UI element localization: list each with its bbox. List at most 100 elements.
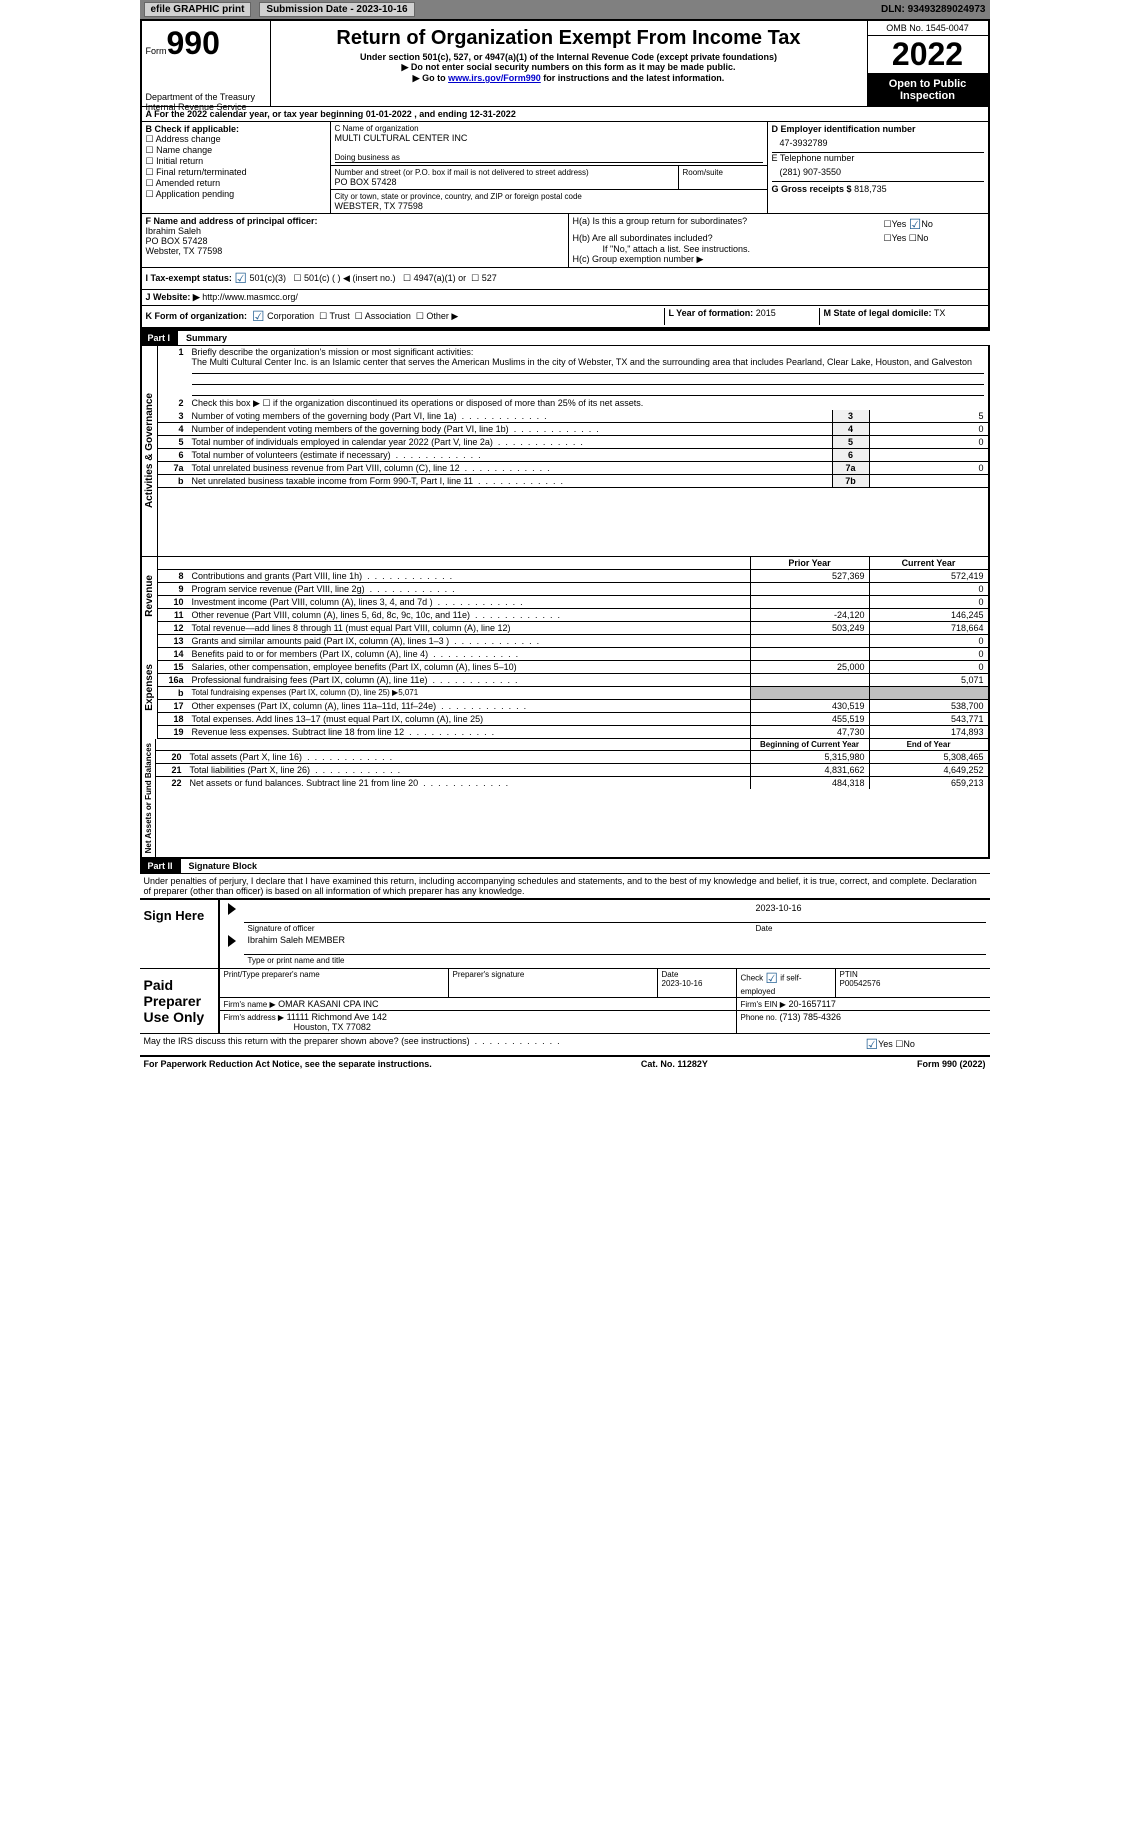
discuss-no[interactable]: No: [903, 1039, 915, 1049]
side-activities-gov: Activities & Governance: [142, 346, 158, 556]
addr-value: PO BOX 57428: [335, 177, 674, 187]
city-label: City or town, state or province, country…: [335, 192, 763, 201]
line-k-l-m: K Form of organization: ☑ Corporation ☐ …: [142, 306, 988, 327]
typed-label: Type or print name and title: [244, 955, 986, 967]
part2-title: Signature Block: [181, 861, 258, 871]
ha-yes[interactable]: Yes: [892, 219, 907, 229]
footer-center: Cat. No. 11282Y: [641, 1059, 708, 1069]
sig-date: 2023-10-16: [752, 902, 986, 923]
footer-right: Form 990 (2022): [917, 1059, 986, 1069]
q1-text: The Multi Cultural Center Inc. is an Isl…: [192, 357, 973, 367]
triangle-icon: [228, 903, 236, 915]
open-to-public: Open to Public Inspection: [868, 74, 988, 106]
efile-button[interactable]: efile GRAPHIC print: [144, 2, 252, 17]
line7b-val: [869, 475, 988, 488]
line21-text: Total liabilities (Part X, line 26): [190, 765, 311, 775]
form-word: Form: [146, 46, 167, 56]
line12-text: Total revenue—add lines 8 through 11 (mu…: [192, 623, 511, 633]
firm-ein: 20-1657117: [788, 999, 835, 1009]
firm-name-label: Firm's name ▶: [224, 1000, 276, 1009]
footer: For Paperwork Reduction Act Notice, see …: [140, 1055, 990, 1071]
firm-phone-label: Phone no.: [741, 1013, 777, 1022]
line18-text: Total expenses. Add lines 13–17 (must eq…: [192, 714, 484, 724]
goto-pre: ▶ Go to: [413, 73, 448, 83]
chk-amended[interactable]: ☐ Amended return: [146, 178, 326, 189]
firm-city: Houston, TX 77082: [224, 1022, 371, 1032]
h-b-label: H(b) Are all subordinates included?: [573, 233, 884, 244]
gross-label: G Gross receipts $: [772, 184, 852, 194]
ptin-value: P00542576: [840, 979, 881, 988]
h-c-label: H(c) Group exemption number ▶: [573, 254, 984, 265]
penalty-text: Under penalties of perjury, I declare th…: [140, 874, 990, 898]
chk-501c3[interactable]: ☑: [234, 270, 247, 286]
part2-label: Part II: [140, 859, 181, 873]
side-expenses: Expenses: [142, 635, 158, 739]
gross-value: 818,735: [854, 184, 887, 194]
dln-label: DLN: 93493289024973: [881, 4, 986, 15]
ha-no[interactable]: No: [921, 219, 933, 229]
footer-left: For Paperwork Reduction Act Notice, see …: [144, 1059, 432, 1069]
line9-text: Program service revenue (Part VIII, line…: [192, 584, 365, 594]
section-d-e-g: D Employer identification number 47-3932…: [767, 122, 988, 213]
firm-name: OMAR KASANI CPA INC: [278, 999, 378, 1009]
part1-header: Part I Summary: [140, 329, 990, 346]
org-name: MULTI CULTURAL CENTER INC: [335, 133, 763, 143]
line22-text: Net assets or fund balances. Subtract li…: [190, 778, 419, 788]
line13-text: Grants and similar amounts paid (Part IX…: [192, 636, 450, 646]
h-a-label: H(a) Is this a group return for subordin…: [573, 216, 884, 233]
l-label: L Year of formation:: [669, 308, 754, 318]
addr-label: Number and street (or P.O. box if mail i…: [335, 168, 674, 177]
discuss-yes[interactable]: ☑: [866, 1036, 879, 1052]
line8-text: Contributions and grants (Part VIII, lin…: [192, 571, 363, 581]
website-value: http://www.masmcc.org/: [202, 292, 298, 303]
chk-final-return[interactable]: ☐ Final return/terminated: [146, 167, 326, 178]
name-label: C Name of organization: [335, 124, 763, 133]
line5-val: 0: [869, 436, 988, 449]
line11-text: Other revenue (Part VIII, column (A), li…: [192, 610, 470, 620]
phone-value: (281) 907-3550: [772, 163, 984, 181]
chk-app-pending[interactable]: ☐ Application pending: [146, 189, 326, 200]
irs-link[interactable]: www.irs.gov/Form990: [448, 73, 541, 83]
line3-val: 5: [869, 410, 988, 423]
line-a-tax-year: A For the 2022 calendar year, or tax yea…: [142, 107, 988, 122]
dba-label: Doing business as: [335, 153, 763, 163]
firm-ein-label: Firm's EIN ▶: [741, 1000, 786, 1009]
m-label: M State of legal domicile:: [824, 308, 932, 318]
line19-text: Revenue less expenses. Subtract line 18 …: [192, 727, 405, 737]
ein-label: D Employer identification number: [772, 124, 984, 134]
date-label: Date: [752, 923, 986, 935]
hb-no[interactable]: No: [917, 233, 929, 243]
form-title: Return of Organization Exempt From Incom…: [275, 27, 863, 50]
line7b-text: Net unrelated business taxable income fr…: [192, 476, 473, 486]
line10-text: Investment income (Part VIII, column (A)…: [192, 597, 433, 607]
paid-preparer-label: Paid Preparer Use Only: [140, 969, 220, 1033]
prep-date-label: Date: [662, 970, 679, 979]
i-label: I Tax-exempt status:: [146, 273, 232, 283]
k-label: K Form of organization:: [146, 311, 248, 321]
chk-corp[interactable]: ☑: [252, 308, 265, 324]
section-f: F Name and address of principal officer:…: [142, 214, 569, 267]
hb-yes[interactable]: Yes: [892, 233, 907, 243]
part2-header: Part II Signature Block: [140, 857, 990, 874]
city-value: WEBSTER, TX 77598: [335, 201, 763, 211]
chk-initial-return[interactable]: ☐ Initial return: [146, 156, 326, 167]
chk-name-change[interactable]: ☐ Name change: [146, 145, 326, 156]
line4-val: 0: [869, 423, 988, 436]
line6-text: Total number of volunteers (estimate if …: [192, 450, 391, 460]
chk-address-change[interactable]: ☐ Address change: [146, 134, 326, 145]
omb-number: OMB No. 1545-0047: [868, 21, 988, 36]
prep-sig-label: Preparer's signature: [448, 969, 657, 998]
submission-date-button[interactable]: Submission Date - 2023-10-16: [259, 2, 414, 17]
chk-self-employed[interactable]: ☑: [765, 970, 778, 986]
line17-text: Other expenses (Part IX, column (A), lin…: [192, 701, 437, 711]
line7a-text: Total unrelated business revenue from Pa…: [192, 463, 460, 473]
h-b-note: If "No," attach a list. See instructions…: [573, 244, 984, 254]
typed-name: Ibrahim Saleh MEMBER: [244, 934, 986, 955]
line6-val: [869, 449, 988, 462]
line14-text: Benefits paid to or for members (Part IX…: [192, 649, 429, 659]
line7a-val: 0: [869, 462, 988, 475]
line16b-text: Total fundraising expenses (Part IX, col…: [192, 688, 419, 697]
line16a-text: Professional fundraising fees (Part IX, …: [192, 675, 428, 685]
line3-text: Number of voting members of the governin…: [192, 411, 457, 421]
triangle-icon: [228, 935, 236, 947]
